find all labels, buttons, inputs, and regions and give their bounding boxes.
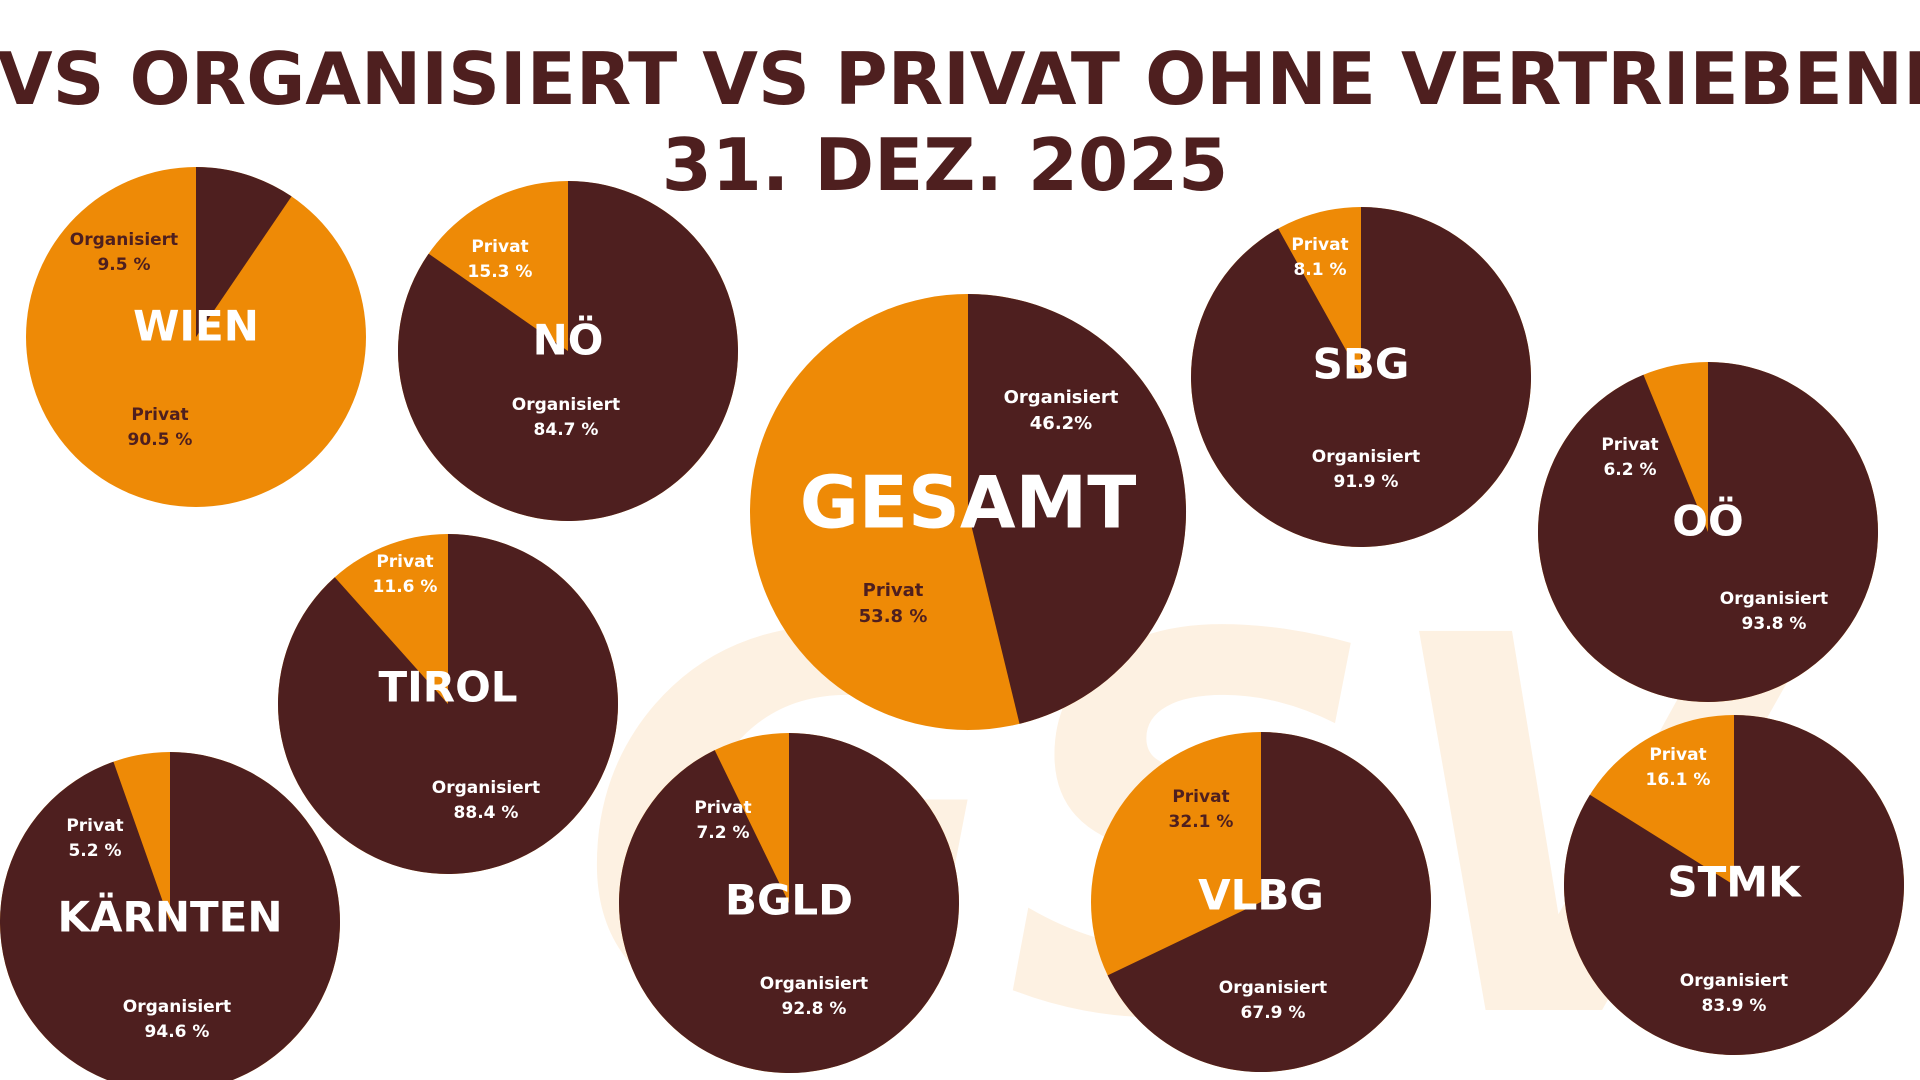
pie-vlbg-organisiert-label: Organisiert (1219, 978, 1327, 998)
pie-gesamt-privat-label: Privat (863, 580, 924, 601)
chart-title-line2: 31. DEZ. 2025 (662, 123, 1229, 207)
pie-ooe-privat-label: Privat (1601, 435, 1658, 455)
pie-ooe-slice-organisiert (1538, 362, 1879, 702)
pie-vlbg-privat-value: 32.1 % (1169, 812, 1234, 832)
pie-tirol-slice-organisiert (278, 534, 619, 875)
pie-kaernten-slice-organisiert (0, 752, 340, 1080)
pie-noe: NÖ Organisiert 84.7 % Privat 15.3 % (398, 181, 739, 521)
pie-vlbg-region-label: VLBG (1198, 871, 1324, 920)
pie-ooe-organisiert-value: 93.8 % (1742, 614, 1807, 634)
pie-noe-slice-organisiert (398, 181, 739, 521)
pie-tirol-organisiert-value: 88.4 % (454, 803, 519, 823)
pie-stmk-privat-value: 16.1 % (1646, 770, 1711, 790)
pie-bgld-privat-value: 7.2 % (696, 823, 749, 843)
pie-stmk-organisiert-label: Organisiert (1680, 971, 1788, 991)
pie-bgld: BGLD Organisiert 92.8 % Privat 7.2 % (618, 733, 959, 1073)
pie-gesamt-slice-organisiert (968, 294, 1187, 724)
pie-noe-privat-value: 15.3 % (468, 262, 533, 282)
pie-sbg-privat-value: 8.1 % (1293, 260, 1346, 280)
pie-vlbg-slice-organisiert (1107, 732, 1432, 1072)
pie-bgld-slice-organisiert (618, 733, 959, 1073)
pie-gesamt: GESAMT Organisiert 46.2% Privat 53.8 % (750, 294, 1187, 730)
pie-noe-region-label: NÖ (533, 315, 604, 365)
pie-tirol-privat-value: 11.6 % (373, 577, 438, 597)
pie-wien-organisiert-value: 9.5 % (97, 255, 150, 275)
pie-sbg-organisiert-value: 91.9 % (1334, 472, 1399, 492)
pie-sbg-organisiert-label: Organisiert (1312, 447, 1420, 467)
pie-wien-privat-label: Privat (131, 405, 188, 425)
pie-gesamt-privat-value: 53.8 % (859, 606, 928, 627)
pie-ooe-region-label: OÖ (1672, 496, 1743, 546)
pie-stmk-organisiert-value: 83.9 % (1702, 996, 1767, 1016)
pie-kaernten-organisiert-value: 94.6 % (145, 1022, 210, 1042)
pie-kaernten-organisiert-label: Organisiert (123, 997, 231, 1017)
pie-gesamt-organisiert-value: 46.2% (1030, 413, 1092, 434)
pie-bgld-organisiert-label: Organisiert (760, 974, 868, 994)
pie-sbg-privat-label: Privat (1291, 235, 1348, 255)
pie-stmk-region-label: STMK (1667, 858, 1802, 907)
pie-gesamt-region-label: GESAMT (800, 461, 1137, 545)
pie-vlbg-privat-label: Privat (1172, 787, 1229, 807)
pie-noe-organisiert-value: 84.7 % (534, 420, 599, 440)
pie-sbg: SBG Organisiert 91.9 % Privat 8.1 % (1191, 207, 1532, 547)
pie-kaernten-privat-label: Privat (66, 816, 123, 836)
pie-sbg-slice-organisiert (1191, 207, 1532, 547)
pie-noe-organisiert-label: Organisiert (512, 395, 620, 415)
pie-ooe-privat-value: 6.2 % (1603, 460, 1656, 480)
pie-vlbg: VLBG Organisiert 67.9 % Privat 32.1 % (1091, 732, 1432, 1072)
pie-ooe-organisiert-label: Organisiert (1720, 589, 1828, 609)
pie-tirol-privat-label: Privat (376, 552, 433, 572)
pie-vlbg-organisiert-value: 67.9 % (1241, 1003, 1306, 1023)
pie-kaernten-region-label: KÄRNTEN (57, 892, 282, 942)
pie-tirol-organisiert-label: Organisiert (432, 778, 540, 798)
pie-gesamt-organisiert-label: Organisiert (1004, 387, 1119, 408)
chart-title-line1: GVS ORGANISIERT VS PRIVAT OHNE VERTRIEBE… (0, 37, 1920, 121)
pie-bgld-privat-label: Privat (694, 798, 751, 818)
pie-ooe: OÖ Organisiert 93.8 % Privat 6.2 % (1538, 362, 1879, 702)
pie-wien-privat-value: 90.5 % (128, 430, 193, 450)
pie-wien: WIEN Organisiert 9.5 % Privat 90.5 % (26, 167, 366, 507)
pies-group: WIEN Organisiert 9.5 % Privat 90.5 % NÖ Organi… (0, 167, 1904, 1080)
pie-stmk: STMK Organisiert 83.9 % Privat 16.1 % (1563, 715, 1904, 1055)
pie-noe-privat-label: Privat (471, 237, 528, 257)
pie-stmk-privat-label: Privat (1649, 745, 1706, 765)
pie-kaernten: KÄRNTEN Organisiert 94.6 % Privat 5.2 % (0, 752, 340, 1080)
pie-wien-organisiert-label: Organisiert (70, 230, 178, 250)
pie-tirol-region-label: TIROL (378, 663, 517, 712)
pie-tirol: TIROL Organisiert 88.4 % Privat 11.6 % (278, 534, 619, 875)
pie-sbg-region-label: SBG (1313, 340, 1410, 389)
pie-bgld-organisiert-value: 92.8 % (782, 999, 847, 1019)
pie-bgld-region-label: BGLD (725, 876, 853, 925)
pie-wien-region-label: WIEN (133, 302, 259, 351)
pie-kaernten-privat-value: 5.2 % (68, 841, 121, 861)
pie-stmk-slice-organisiert (1563, 715, 1904, 1055)
pie-wien-slice-organisiert (196, 167, 292, 337)
